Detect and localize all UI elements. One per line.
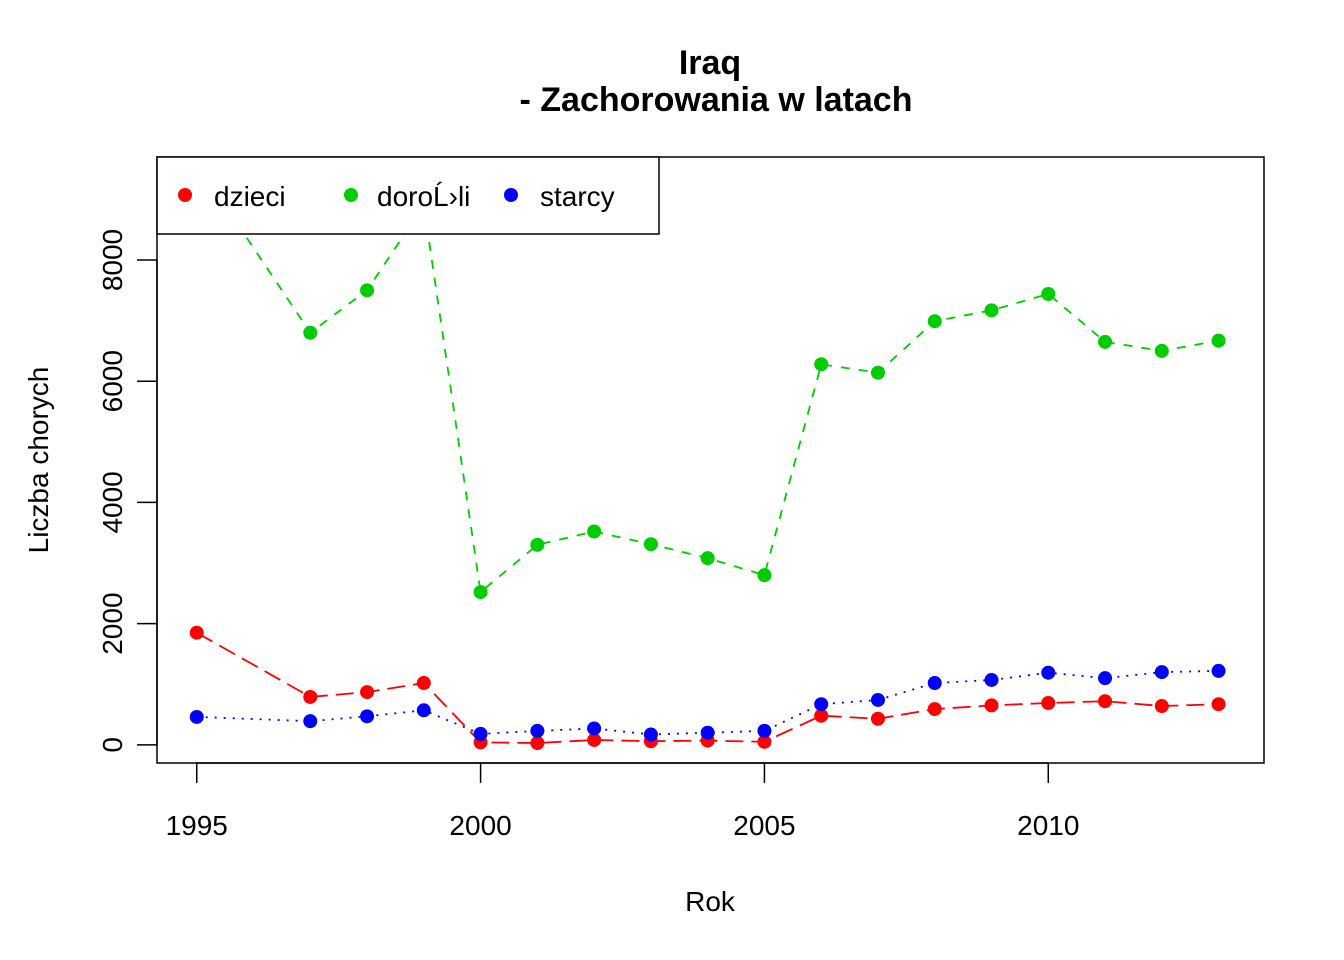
point-starcy-2006 — [814, 697, 829, 712]
point-starcy-2011 — [1098, 671, 1113, 686]
point-starcy-2003 — [643, 727, 658, 742]
point-starcy-1995 — [189, 709, 204, 724]
y-tick-label-4000: 4000 — [97, 471, 128, 533]
point-dorol-li-1997 — [303, 325, 318, 340]
point-starcy-2008 — [927, 676, 942, 691]
point-dzieci-1997 — [303, 689, 318, 704]
legend-label-dorosli: doroĹ›li — [377, 181, 470, 212]
point-dorol-li-2001 — [530, 537, 545, 552]
plot-frame — [156, 156, 1265, 764]
point-dorol-li-1998 — [360, 283, 375, 298]
point-dorol-li-2002 — [587, 524, 602, 539]
y-tick-label-8000: 8000 — [97, 229, 128, 291]
point-dorol-li-2008 — [927, 314, 942, 329]
point-dorol-li-2004 — [700, 551, 715, 566]
point-dzieci-2002 — [587, 732, 602, 747]
point-dorol-li-2009 — [984, 303, 999, 318]
series-line-dorol-li — [195, 162, 1219, 594]
y-axis-label: Liczba chorych — [23, 367, 54, 554]
point-starcy-2012 — [1154, 665, 1169, 680]
point-dzieci-2001 — [530, 736, 545, 751]
x-tick-label-2000: 2000 — [449, 810, 511, 841]
chart-subtitle: - Zachorowania w latach — [520, 81, 913, 119]
point-dzieci-2012 — [1154, 699, 1169, 714]
point-dzieci-2007 — [870, 711, 885, 726]
x-axis: 1995 2000 2005 2010 — [166, 762, 1079, 841]
point-dzieci-2009 — [984, 698, 999, 713]
y-tick-label-2000: 2000 — [97, 592, 128, 654]
point-starcy-2000 — [473, 726, 488, 741]
point-dorol-li-2013 — [1211, 333, 1226, 348]
legend-label-starcy: starcy — [540, 181, 615, 212]
legend-marker-starcy — [504, 188, 518, 202]
legend-marker-dorosli — [344, 188, 358, 202]
point-starcy-2002 — [587, 721, 602, 736]
point-dorol-li-2007 — [870, 365, 885, 380]
point-dzieci-2005 — [757, 734, 772, 749]
point-starcy-2007 — [870, 692, 885, 707]
y-axis: 0 2000 4000 6000 8000 — [97, 229, 158, 753]
y-tick-label-6000: 6000 — [97, 350, 128, 412]
series-layer — [189, 157, 1226, 751]
point-dorol-li-2012 — [1154, 343, 1169, 358]
point-starcy-2001 — [530, 723, 545, 738]
point-dorol-li-2005 — [757, 568, 772, 583]
point-dzieci-2006 — [814, 708, 829, 723]
series-line-dzieci — [196, 631, 1219, 744]
point-dzieci-2010 — [1041, 696, 1056, 711]
point-dzieci-2011 — [1098, 694, 1113, 709]
point-dorol-li-2011 — [1098, 334, 1113, 349]
y-tick-label-0: 0 — [97, 737, 128, 753]
x-tick-label-1995: 1995 — [166, 810, 228, 841]
point-dzieci-2013 — [1211, 697, 1226, 712]
point-starcy-2010 — [1041, 665, 1056, 680]
legend-marker-dzieci — [178, 188, 192, 202]
point-starcy-2004 — [700, 725, 715, 740]
chart-title: Iraq — [679, 44, 741, 82]
point-starcy-2005 — [757, 723, 772, 738]
point-dorol-li-2003 — [643, 537, 658, 552]
legend: dzieci doroĹ›li starcy — [156, 156, 660, 235]
point-dorol-li-2010 — [1041, 286, 1056, 301]
point-dzieci-1995 — [189, 625, 204, 640]
point-starcy-2013 — [1211, 663, 1226, 678]
legend-label-dzieci: dzieci — [214, 181, 286, 212]
point-starcy-1998 — [360, 709, 375, 724]
point-starcy-1999 — [416, 703, 431, 718]
point-dorol-li-2000 — [473, 585, 488, 600]
point-starcy-2009 — [984, 672, 999, 687]
point-dzieci-1998 — [360, 685, 375, 700]
point-dzieci-1999 — [416, 676, 431, 691]
x-axis-label: Rok — [685, 886, 736, 917]
point-dzieci-2008 — [927, 702, 942, 717]
point-dorol-li-2006 — [814, 357, 829, 372]
legend-box — [156, 156, 660, 235]
point-starcy-1997 — [303, 714, 318, 729]
x-tick-label-2010: 2010 — [1017, 810, 1079, 841]
series-starcy — [189, 663, 1226, 742]
x-tick-label-2005: 2005 — [733, 810, 795, 841]
